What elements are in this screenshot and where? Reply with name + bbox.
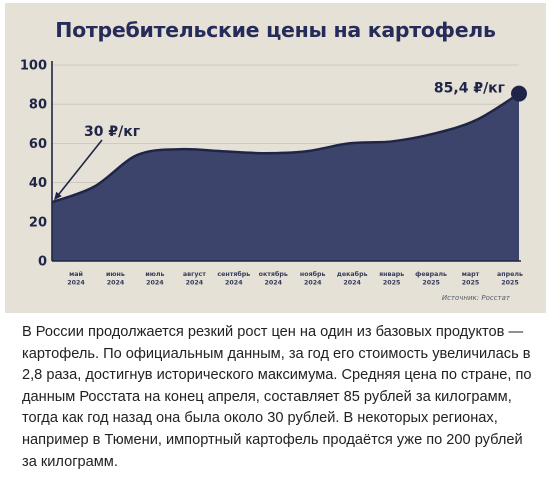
x-tick-month: апрель	[497, 271, 523, 278]
chart-title: Потребительские цены на картофель	[55, 18, 496, 42]
price-chart: 0 20 40 60 80 100 май 2024 июнь 2024 июль 2024 авгу…	[20, 59, 527, 302]
x-tick-month: март	[462, 271, 480, 278]
x-tick-year: 2024	[343, 280, 361, 287]
y-tick-label: 100	[20, 59, 47, 74]
x-tick-year: 2024	[146, 280, 164, 287]
x-tick-year: 2024	[265, 280, 283, 287]
y-tick-label: 40	[29, 176, 47, 191]
x-tick-labels: май 2024 июнь 2024 июль 2024 август 2024 сентябр…	[67, 270, 523, 287]
x-tick-year: 2024	[186, 280, 204, 287]
y-tick-label: 60	[29, 137, 47, 152]
x-tick-month: январь	[379, 271, 404, 278]
y-tick-label: 0	[38, 255, 47, 270]
y-tick-labels: 0 20 40 60 80 100	[20, 59, 47, 270]
x-tick-month: декабрь	[337, 270, 368, 278]
price-line	[51, 92, 520, 204]
start-arrow	[57, 139, 103, 196]
x-tick-year: 2024	[107, 280, 125, 287]
chart-card: 0 20 40 60 80 100 май 2024 июнь 2024 июль 2024 авгу…	[5, 3, 546, 313]
x-tick-year: 2025	[462, 280, 480, 287]
x-tick-month: август	[183, 271, 206, 278]
y-tick-label: 20	[29, 215, 47, 230]
x-tick-year: 2024	[304, 280, 322, 287]
x-tick-year: 2025	[422, 280, 440, 287]
x-tick-year: 2025	[501, 280, 519, 287]
x-tick-month: сентябрь	[217, 270, 250, 278]
source-note: Источник: Росстат	[442, 294, 511, 302]
x-tick-month: июль	[145, 271, 164, 278]
start-price-annotation: 30 ₽/кг	[84, 124, 140, 140]
x-tick-month: октябрь	[259, 270, 288, 278]
x-tick-year: 2024	[67, 280, 85, 287]
end-point-marker	[511, 85, 527, 102]
price-area	[52, 93, 519, 261]
article-paragraph: В России продолжается резкий рост цен на…	[22, 324, 532, 470]
start-arrow-head	[54, 191, 62, 201]
x-tick-month: ноябрь	[300, 270, 326, 278]
x-tick-year: 2025	[383, 280, 401, 287]
x-tick-year: 2024	[225, 280, 243, 287]
y-tick-label: 80	[29, 98, 47, 113]
x-tick-month: июнь	[106, 271, 125, 278]
end-price-annotation: 85,4 ₽/кг	[434, 81, 505, 97]
x-tick-month: май	[69, 270, 83, 278]
x-tick-month: февраль	[415, 270, 447, 278]
